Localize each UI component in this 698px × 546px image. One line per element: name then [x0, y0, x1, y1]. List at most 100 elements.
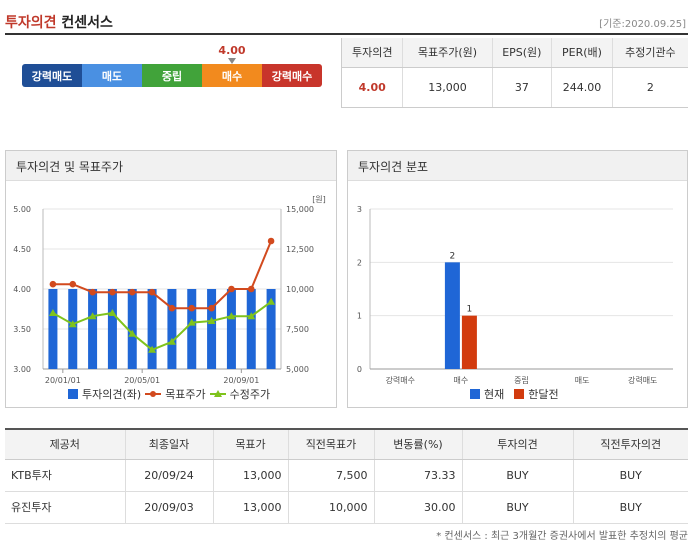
- category-label: 매수: [454, 376, 469, 385]
- summary-header: PER(배): [551, 38, 613, 68]
- opinion-bar: [127, 289, 137, 369]
- table-row: 유진투자 20/09/03 13,000 10,000 30.00 BUY BU…: [5, 491, 688, 524]
- legend-label: 수정주가: [229, 388, 271, 401]
- opinion-bar: [246, 289, 256, 369]
- target-price-point: [89, 288, 96, 296]
- target-price-point: [168, 304, 176, 312]
- change-rate: 30.00: [373, 491, 462, 524]
- adjusted-price-point: [128, 329, 137, 337]
- summary-opinion-value: 4.00: [340, 67, 403, 108]
- target-price-point: [148, 288, 156, 296]
- opinion-distribution-chart: 0 1 2 3 강력매수 매수 2 1 중립 매도 강력매도: [357, 205, 673, 385]
- summary-eps: 37: [491, 67, 552, 108]
- prev-opinion: BUY: [572, 491, 688, 524]
- category-label: 중립: [514, 376, 529, 385]
- bar-value-label: 2: [450, 251, 456, 261]
- y-left-tick-label: 3.50: [13, 325, 31, 334]
- category-label: 매도: [575, 376, 590, 385]
- target-price-point: [228, 285, 235, 293]
- footnote: * 컨센서스 : 최근 3개월간 증권사에서 발표한 추정치의 평균: [436, 531, 688, 542]
- prev-opinion: BUY: [572, 459, 688, 492]
- legend-label: 목표주가: [165, 388, 206, 401]
- target-price-point: [188, 304, 196, 312]
- table-header: 직전목표가: [287, 428, 374, 460]
- consensus-summary-table: 투자의견 목표주가(원) EPS(원) PER(배) 추정기관수 4.00 13…: [340, 38, 688, 108]
- opinion-bar: [88, 289, 98, 369]
- target-price-line: [52, 240, 273, 310]
- y-left-tick-label: 4.00: [13, 285, 31, 294]
- opinion-scale: 강력매도 매도 중립 매수 강력매수: [22, 64, 322, 87]
- legend-label: 투자의견(좌): [82, 388, 142, 401]
- y-right-tick-label: 15,000: [286, 205, 314, 214]
- broker-estimates-table: 제공처 최종일자 목표가 직전목표가 변동률(%) 투자의견 직전투자의견 KT…: [5, 428, 688, 524]
- table-header: 제공처: [5, 428, 125, 460]
- last-date: 20/09/24: [124, 459, 213, 492]
- distribution-bar: [461, 315, 477, 369]
- adjusted-price-point: [88, 312, 97, 320]
- y-tick-label: 3: [357, 205, 362, 214]
- scale-segment: 매도: [82, 64, 142, 87]
- last-date: 20/09/03: [124, 491, 213, 524]
- table-header: 직전투자의견: [572, 428, 688, 460]
- target-price-point: [49, 280, 57, 288]
- summary-header: EPS(원): [491, 38, 552, 68]
- y-tick-label: 2: [357, 258, 362, 267]
- broker-name: KTB투자: [5, 459, 125, 492]
- target-price-point: [69, 280, 77, 288]
- opinion-bar: [266, 289, 276, 369]
- table-header: 목표가: [212, 428, 288, 460]
- change-rate: 73.33: [373, 459, 462, 492]
- opinion-bar: [207, 289, 217, 369]
- adjusted-price-line: [52, 300, 272, 351]
- adjusted-price-point: [167, 337, 176, 345]
- opinion-marker-icon: [228, 58, 236, 64]
- y-right-tick-label: 7,500: [286, 325, 309, 334]
- y-right-tick-label: 5,000: [286, 365, 309, 374]
- opinion-bar: [48, 289, 58, 369]
- adjusted-price-point: [48, 309, 57, 316]
- bar-value-label: 1: [467, 305, 473, 315]
- y-right-tick-label: 12,500: [286, 245, 314, 254]
- adjusted-price-point: [227, 312, 236, 320]
- y-tick-label: 0: [357, 365, 362, 374]
- adjusted-price-point: [187, 318, 196, 326]
- summary-institution-count: 2: [611, 67, 688, 108]
- broker-name: 유진투자: [5, 491, 125, 524]
- opinion-bar: [226, 289, 236, 369]
- adjusted-price-point: [148, 345, 157, 353]
- target-price-point: [267, 237, 275, 245]
- target-price-point: [247, 285, 255, 293]
- chart-legend: 현재 한달전: [470, 386, 559, 402]
- scale-segment-label: 강력매도: [31, 69, 73, 83]
- opinion-distribution-panel: 투자의견 분포 0 1 2 3 강력매수 매수 2 1 중립 매도 강력매도 현재 한달전: [347, 150, 688, 408]
- base-date: [기준:2020.09.25]: [599, 19, 686, 30]
- scale-segment: 중립: [142, 64, 202, 87]
- prev-target-price: 10,000: [287, 491, 374, 524]
- panel-title: 투자의견 분포: [348, 151, 687, 181]
- adjusted-price-point: [247, 312, 256, 320]
- table-header: 투자의견: [461, 428, 573, 460]
- legend-target-icon: [145, 391, 162, 397]
- scale-segment-label: 매수: [221, 69, 243, 83]
- opinion-bar: [167, 289, 177, 369]
- target-price-point: [109, 288, 116, 296]
- opinion-bar: [107, 289, 117, 369]
- prev-target-price: 7,500: [287, 459, 374, 492]
- summary-target-price: 13,000: [402, 67, 493, 108]
- y-left-tick-label: 3.00: [13, 365, 31, 374]
- summary-header: 추정기관수: [611, 38, 688, 68]
- legend-label: 현재: [484, 388, 505, 401]
- opinion-bar: [68, 289, 78, 369]
- table-header: 변동률(%): [373, 428, 462, 460]
- legend-month-ago-icon: [514, 389, 525, 399]
- scale-segment: 강력매도: [22, 64, 82, 87]
- scale-segment: 강력매수: [262, 64, 322, 87]
- scale-segment-label: 매도: [101, 69, 123, 83]
- category-label: 강력매수: [386, 375, 415, 385]
- opinion-marker-value: 4.00: [218, 44, 246, 57]
- scale-segment-label: 강력매수: [271, 69, 313, 83]
- summary-header: 목표주가(원): [402, 38, 493, 68]
- category-label: 강력매도: [628, 375, 657, 385]
- header-divider: [5, 33, 688, 35]
- adjusted-price-point: [108, 309, 117, 316]
